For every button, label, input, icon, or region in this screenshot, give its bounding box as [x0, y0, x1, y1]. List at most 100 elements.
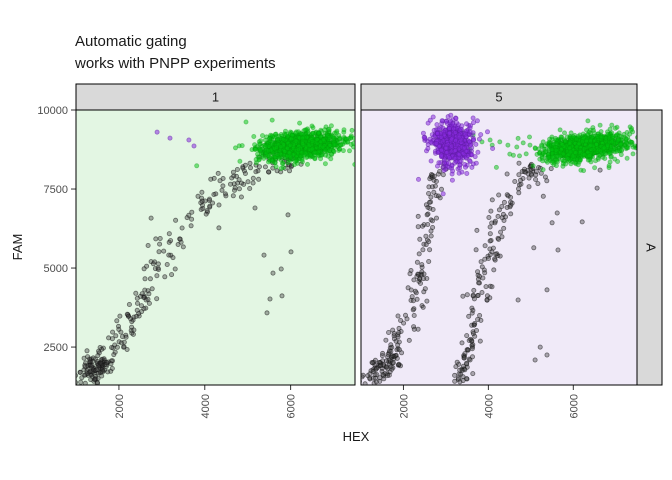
data-point [156, 249, 162, 255]
y-tick-label: 2500 [44, 342, 68, 354]
data-point [447, 155, 453, 161]
data-point [269, 117, 275, 123]
data-point [559, 157, 565, 163]
data-point [618, 152, 624, 158]
y-tick-label: 5000 [44, 263, 68, 275]
data-point [548, 166, 554, 172]
data-point [437, 168, 443, 174]
data-point [466, 337, 472, 343]
data-point [338, 142, 344, 148]
data-point [450, 168, 456, 174]
data-point [490, 245, 496, 251]
data-point [608, 154, 614, 160]
data-point [609, 122, 615, 128]
data-point [227, 181, 233, 187]
y-tick-label: 7500 [44, 184, 68, 196]
data-point [247, 185, 253, 191]
y-axis-title: FAM [10, 234, 25, 261]
data-point [493, 251, 499, 257]
data-point [276, 155, 282, 161]
data-point [420, 130, 426, 136]
data-point [157, 241, 163, 247]
data-point [455, 375, 461, 381]
data-point [467, 158, 473, 164]
x-tick-label: 6000 [568, 394, 580, 418]
data-point [168, 238, 174, 244]
data-point [239, 143, 245, 149]
data-point [341, 127, 347, 133]
data-point [312, 156, 318, 162]
data-point [456, 371, 462, 377]
data-point [256, 164, 262, 170]
data-point [286, 168, 292, 174]
data-point [204, 208, 210, 214]
data-point [161, 248, 167, 254]
data-point [421, 271, 427, 277]
data-point [270, 270, 276, 276]
data-point [470, 115, 476, 121]
data-point [297, 120, 303, 126]
data-point [431, 127, 437, 133]
data-point [367, 375, 373, 381]
data-point [245, 179, 251, 185]
data-point [186, 212, 192, 218]
data-point [452, 155, 458, 161]
data-point [499, 215, 505, 221]
data-point [180, 244, 186, 250]
data-point [292, 158, 298, 164]
data-point [295, 147, 301, 153]
data-point [607, 150, 613, 156]
data-point [592, 165, 598, 171]
data-point [479, 289, 485, 295]
data-point [100, 369, 106, 375]
data-point [396, 330, 402, 336]
data-point [428, 139, 434, 145]
data-point [380, 371, 386, 377]
data-point [131, 314, 137, 320]
data-point [78, 379, 84, 385]
data-point [544, 352, 550, 358]
data-point [598, 134, 604, 140]
data-point [567, 141, 573, 147]
data-point [116, 326, 122, 332]
data-point [512, 178, 518, 184]
data-point [255, 151, 261, 157]
data-point [430, 114, 436, 120]
data-point [253, 169, 259, 175]
data-point [588, 138, 594, 144]
data-point [328, 123, 334, 129]
data-point [557, 127, 563, 133]
data-point [471, 296, 477, 302]
data-point [585, 118, 591, 124]
data-point [427, 176, 433, 182]
data-point [377, 375, 383, 381]
data-point [154, 296, 160, 302]
data-point [451, 126, 457, 132]
data-point [428, 158, 434, 164]
data-point [608, 144, 614, 150]
data-point [484, 129, 490, 135]
data-point [179, 225, 185, 231]
data-point [265, 148, 271, 154]
data-point [154, 273, 160, 279]
data-point [109, 344, 115, 350]
data-point [250, 180, 256, 186]
data-point [278, 165, 284, 171]
data-point [628, 127, 634, 133]
data-point [386, 329, 392, 335]
data-point [299, 150, 305, 156]
data-point [362, 381, 368, 385]
data-point [229, 175, 235, 181]
data-point [434, 130, 440, 136]
data-point [82, 380, 88, 385]
facet-strip-label: 5 [495, 90, 502, 105]
data-point [285, 212, 291, 218]
data-point [409, 294, 415, 300]
data-point [378, 362, 384, 368]
data-point [553, 147, 559, 153]
data-point [231, 181, 237, 187]
data-point [533, 172, 539, 178]
data-point [462, 131, 468, 137]
data-point [417, 280, 423, 286]
data-point [349, 127, 355, 133]
